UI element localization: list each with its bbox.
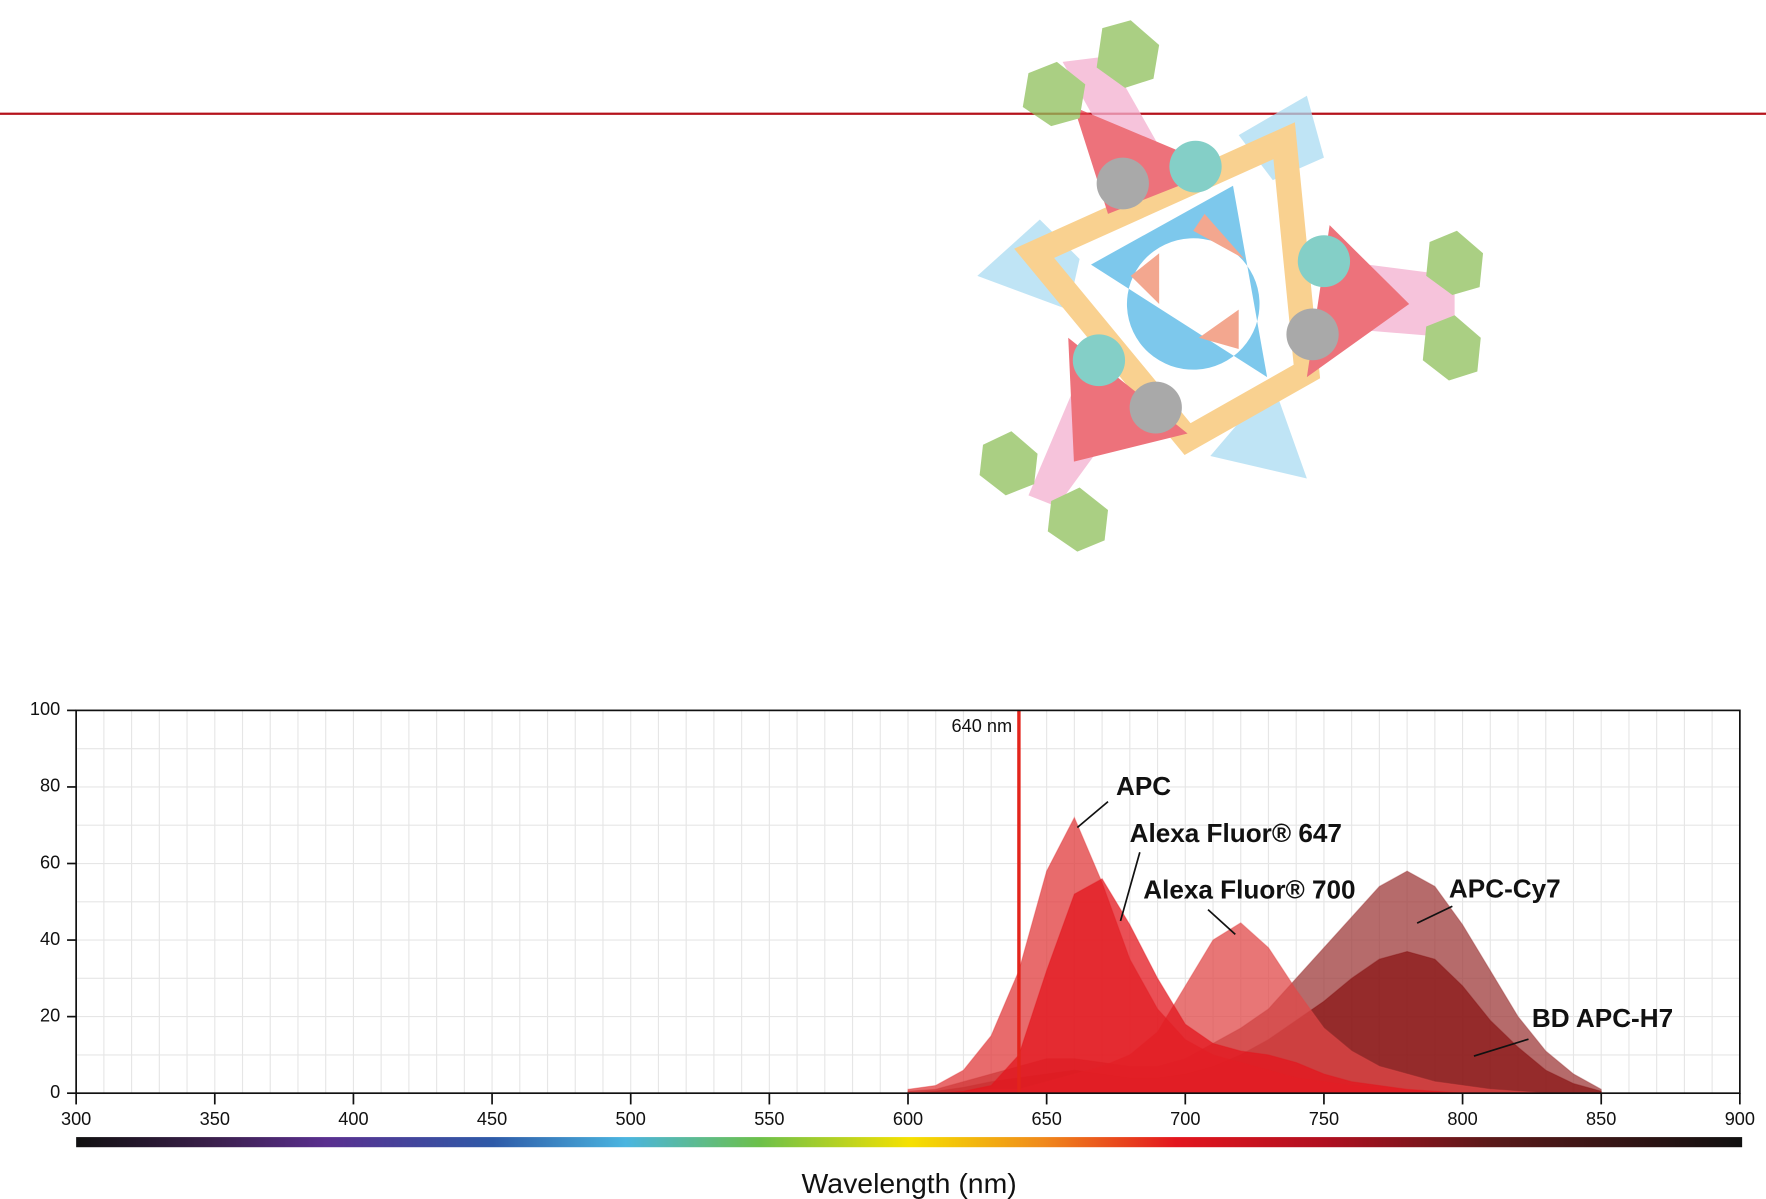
x-tick-label: 400 <box>338 1109 368 1129</box>
x-tick-label: 300 <box>61 1109 91 1129</box>
laser-label: 640 nm <box>952 716 1013 736</box>
x-tick-label: 700 <box>1170 1109 1200 1129</box>
x-tick-label: 600 <box>893 1109 923 1129</box>
series-label: Alexa Fluor® 700 <box>1143 875 1355 905</box>
series-label: BD APC-H7 <box>1532 1003 1673 1033</box>
y-tick-label: 0 <box>50 1082 60 1102</box>
annotation-leader <box>1208 910 1235 935</box>
y-tick-label: 60 <box>40 852 60 872</box>
y-tick-label: 20 <box>40 1005 60 1025</box>
x-tick-label: 900 <box>1725 1109 1755 1129</box>
page: {"chart_data": {"type": "area", "x_label… <box>0 0 1766 1199</box>
spectrum-bar <box>76 1137 1742 1147</box>
series-label: APC <box>1116 771 1171 801</box>
y-tick-label: 40 <box>40 929 60 949</box>
x-tick-label: 550 <box>754 1109 784 1129</box>
x-tick-label: 450 <box>477 1109 507 1129</box>
x-tick-label: 500 <box>616 1109 646 1129</box>
molecule-illustration <box>977 20 1483 551</box>
x-tick-label: 650 <box>1031 1109 1061 1129</box>
y-tick-label: 100 <box>30 699 60 719</box>
y-tick-label: 80 <box>40 776 60 796</box>
series-label: Alexa Fluor® 647 <box>1130 818 1342 848</box>
x-tick-label: 800 <box>1447 1109 1477 1129</box>
x-axis-label: Wavelength (nm) <box>802 1167 1017 1199</box>
x-tick-label: 750 <box>1309 1109 1339 1129</box>
x-tick-label: 850 <box>1586 1109 1616 1129</box>
series-label: APC-Cy7 <box>1449 873 1561 903</box>
chart: Wavelength (nm) 0 20 40 60 80 100 300 350 400 450… <box>0 0 1766 1199</box>
x-tick-label: 350 <box>200 1109 230 1129</box>
annotation-leader <box>1077 802 1108 828</box>
